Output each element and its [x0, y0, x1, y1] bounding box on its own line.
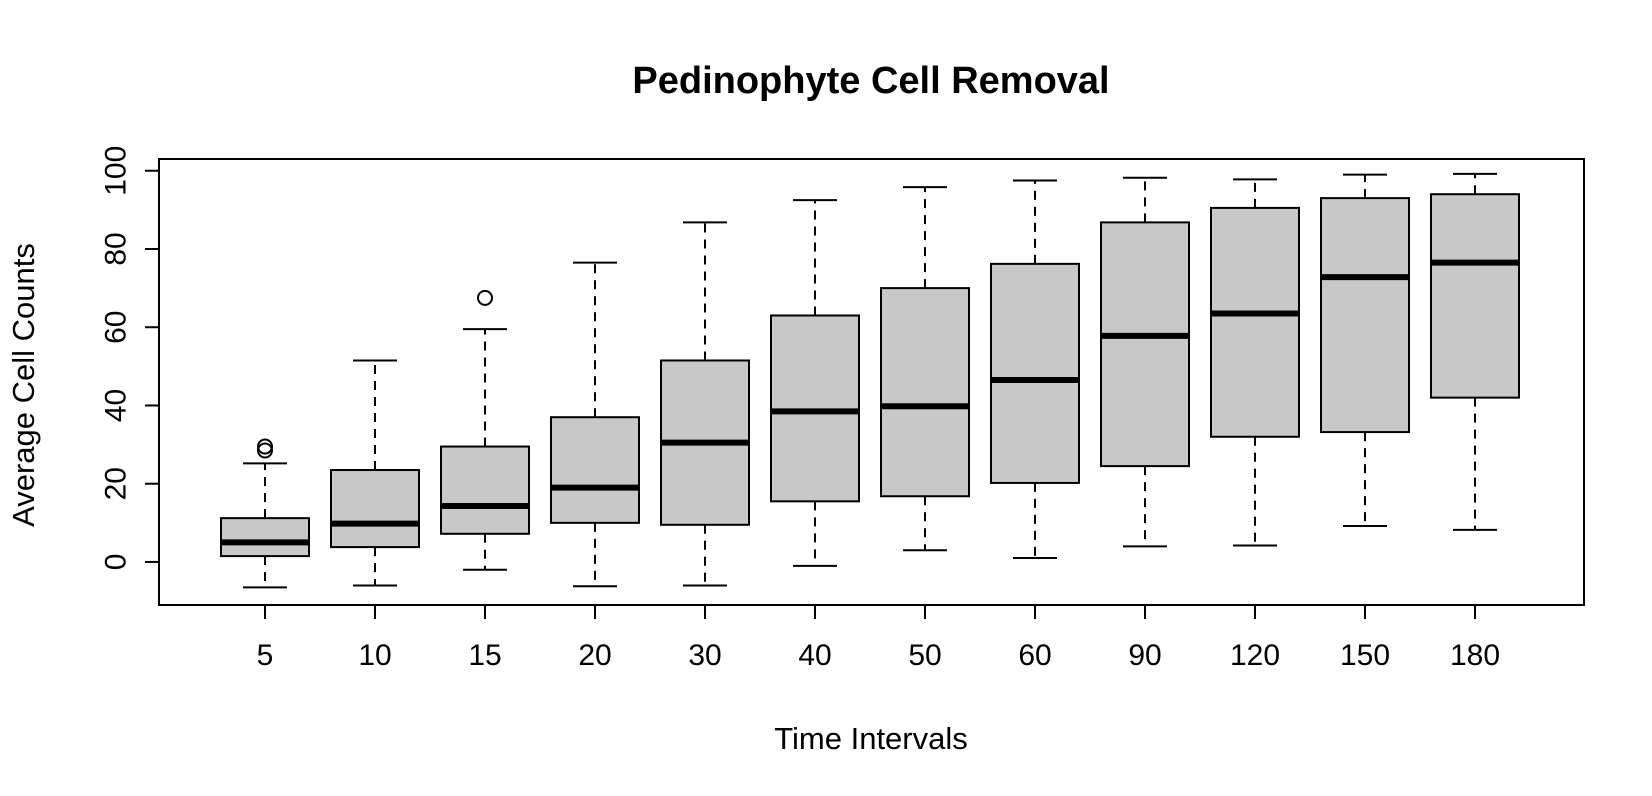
- outlier-5-0: [257, 442, 273, 459]
- y-tick-label-40: 40: [100, 389, 133, 422]
- y-tick-label-0: 0: [100, 554, 133, 571]
- y-tick-label-80: 80: [100, 232, 133, 265]
- x-axis-label: Time Intervals: [774, 721, 968, 756]
- outlier-5-1: [257, 438, 273, 455]
- box-10: [330, 469, 420, 549]
- plot-layer: 0 20 40 60 80 100 5 10 15 20 30 40 50 60 90 120 150 180: [100, 146, 1520, 672]
- y-tick-label-100: 100: [100, 146, 133, 196]
- box-150: [1320, 197, 1410, 434]
- x-tick-label-50: 50: [908, 639, 941, 672]
- y-tick-label-20: 20: [100, 467, 133, 500]
- x-tick-label-15: 15: [468, 639, 501, 672]
- outlier-15-0: [477, 289, 493, 306]
- x-tick-label-30: 30: [688, 639, 721, 672]
- box-20: [550, 416, 640, 524]
- box-15: [440, 445, 530, 535]
- box-180: [1430, 193, 1520, 399]
- box-90: [1100, 221, 1190, 468]
- x-tick-label-10: 10: [358, 639, 391, 672]
- x-tick-label-5: 5: [257, 639, 274, 672]
- x-tick-label-150: 150: [1340, 639, 1390, 672]
- box-50: [880, 287, 970, 498]
- y-axis-label: Average Cell Counts: [6, 243, 41, 527]
- x-tick-label-180: 180: [1450, 639, 1500, 672]
- x-tick-label-40: 40: [798, 639, 831, 672]
- x-tick-label-90: 90: [1128, 639, 1161, 672]
- chart-title: Pedinophyte Cell Removal: [632, 60, 1109, 102]
- box-120: [1210, 206, 1300, 438]
- box-5: [220, 517, 310, 558]
- x-tick-label-60: 60: [1018, 639, 1051, 672]
- box-60: [990, 262, 1080, 484]
- x-tick-label-120: 120: [1230, 639, 1280, 672]
- y-tick-label-60: 60: [100, 311, 133, 344]
- x-tick-label-20: 20: [578, 639, 611, 672]
